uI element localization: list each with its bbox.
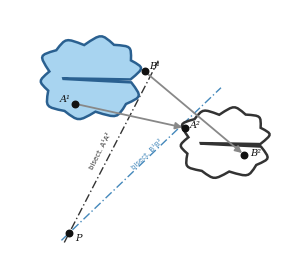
PathPatch shape (41, 36, 141, 119)
Text: A¹: A¹ (60, 95, 71, 104)
Point (72, 101, 77, 106)
Point (142, 69, 147, 73)
Text: A²: A² (190, 121, 201, 130)
Text: bisect. A¹A²: bisect. A¹A² (89, 132, 112, 171)
Text: P: P (75, 234, 82, 243)
Point (183, 126, 188, 130)
PathPatch shape (181, 107, 270, 178)
Point (242, 153, 247, 157)
Text: bisect. B¹B²: bisect. B¹B² (131, 139, 164, 171)
Point (67, 231, 72, 235)
Text: B¹: B¹ (149, 62, 161, 71)
Text: B²: B² (250, 149, 261, 158)
